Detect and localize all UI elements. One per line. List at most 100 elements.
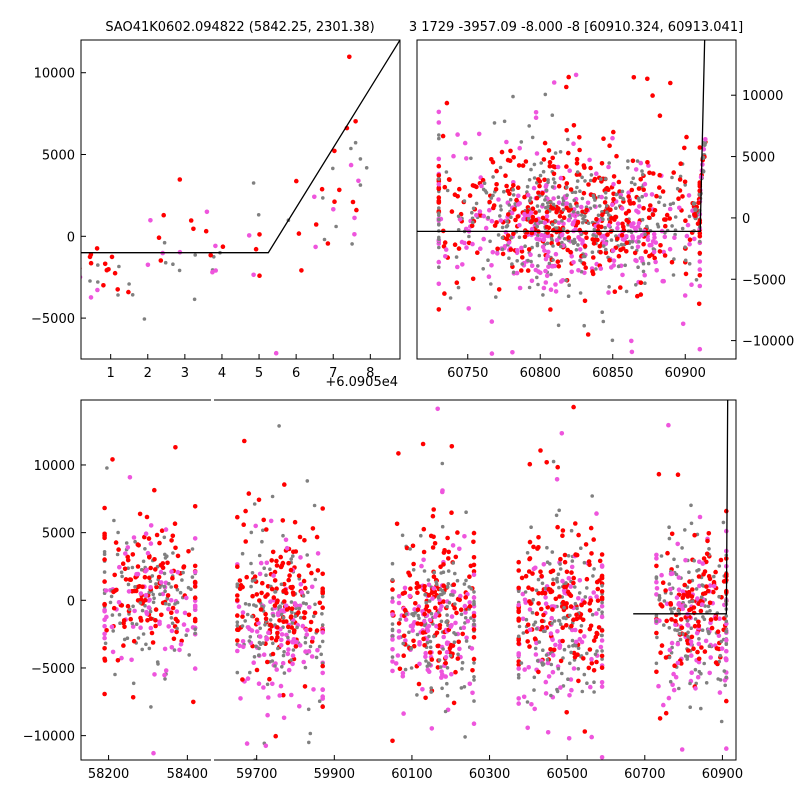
full-point <box>167 581 171 586</box>
recent-point <box>537 253 542 258</box>
full-point <box>402 607 408 613</box>
recent-point <box>519 245 524 251</box>
full-point <box>451 561 456 565</box>
full-point <box>516 616 521 621</box>
full-point <box>168 598 174 603</box>
full-point <box>289 606 295 611</box>
recent-point <box>513 217 518 223</box>
recent-point <box>484 190 489 195</box>
full-point <box>131 638 137 644</box>
full-point <box>458 593 463 599</box>
recent-point <box>642 272 647 278</box>
recent-point <box>541 169 546 174</box>
full-point <box>429 686 434 690</box>
recent-point <box>643 232 647 237</box>
recent-point <box>470 210 474 215</box>
full-point <box>192 504 198 509</box>
full-point <box>264 573 268 577</box>
full-point <box>656 683 661 689</box>
recent-ytick-label: −5000 <box>742 273 786 288</box>
full-point <box>390 561 395 566</box>
recent-point <box>567 283 571 288</box>
full-point <box>440 461 445 466</box>
full-point <box>724 508 729 514</box>
recent-point <box>619 242 624 247</box>
recent-point <box>517 285 523 291</box>
full-point <box>669 607 673 611</box>
full-point <box>443 660 449 666</box>
recent-point <box>672 235 677 240</box>
zoom-point <box>364 166 369 170</box>
recent-point <box>442 240 448 245</box>
recent-point <box>684 233 690 239</box>
full-point <box>428 645 433 650</box>
zoom-point <box>212 254 216 259</box>
full-point <box>128 577 134 582</box>
full-point <box>246 491 252 496</box>
zoom-point <box>352 232 357 237</box>
zoom-point <box>188 218 194 223</box>
recent-point <box>669 259 675 265</box>
full-point <box>540 624 545 630</box>
full-point <box>421 526 427 532</box>
recent-point <box>621 196 625 201</box>
recent-point <box>553 151 558 155</box>
recent-point <box>437 136 441 141</box>
full-point <box>425 625 430 631</box>
full-point <box>687 600 692 604</box>
full-point <box>655 635 659 640</box>
full-point <box>691 605 697 610</box>
recent-point <box>456 214 461 219</box>
full-point <box>411 561 416 567</box>
recent-point <box>600 310 604 315</box>
full-point <box>675 660 681 666</box>
recent-point <box>630 240 635 244</box>
full-point <box>526 585 531 590</box>
full-point <box>455 787 460 792</box>
recent-point <box>605 210 609 214</box>
recent-point <box>697 145 703 150</box>
full-point <box>259 590 264 596</box>
full-point <box>582 634 587 639</box>
recent-point <box>697 259 703 264</box>
full-point <box>660 580 666 585</box>
recent-point <box>610 248 616 253</box>
zoom-point <box>322 237 327 242</box>
zoom-xtick-label: 7 <box>329 366 337 381</box>
full-point <box>403 667 408 672</box>
recent-point <box>611 174 617 179</box>
full-point <box>314 534 320 540</box>
full-point <box>443 674 449 679</box>
full-point <box>119 570 124 575</box>
recent-point <box>568 249 573 255</box>
recent-xtick-label: 60900 <box>665 366 706 381</box>
recent-point <box>489 157 494 162</box>
recent-point <box>629 349 635 355</box>
full-point <box>116 547 121 552</box>
full-point <box>306 563 311 568</box>
full-point <box>278 643 284 648</box>
recent-point <box>578 258 582 263</box>
full-point <box>265 584 271 589</box>
full-point <box>673 628 677 632</box>
full-point <box>673 674 679 680</box>
recent-point <box>540 191 545 196</box>
full-point <box>263 616 269 621</box>
zoom-ytick-label: −5000 <box>31 312 75 327</box>
full-point <box>266 630 271 635</box>
full-point <box>303 585 308 591</box>
full-point <box>587 626 593 632</box>
full-point <box>571 575 576 581</box>
full-point <box>574 643 578 648</box>
full-point <box>178 590 183 595</box>
full-point <box>102 550 107 554</box>
full-point <box>599 552 605 557</box>
recent-point <box>615 225 620 231</box>
recent-point <box>475 250 480 255</box>
full-point <box>133 539 137 544</box>
recent-point <box>538 220 542 225</box>
recent-point <box>611 181 616 187</box>
full-point <box>243 602 248 606</box>
recent-point <box>555 164 561 170</box>
recent-point <box>594 171 599 176</box>
